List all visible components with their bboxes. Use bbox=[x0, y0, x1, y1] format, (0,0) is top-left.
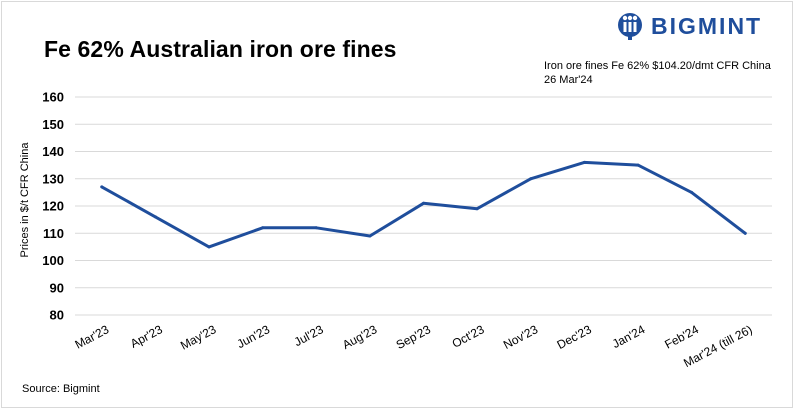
x-tick-label: Jun'23 bbox=[235, 322, 273, 351]
x-tick-label: Dec'23 bbox=[555, 322, 595, 352]
y-tick-label: 100 bbox=[42, 253, 64, 268]
x-tick-label: Feb'24 bbox=[662, 322, 701, 352]
y-tick-label: 80 bbox=[50, 308, 64, 323]
data-point bbox=[368, 234, 372, 238]
x-tick-label: Sep'23 bbox=[394, 322, 434, 352]
x-tick-label: Oct'23 bbox=[450, 322, 487, 351]
data-point bbox=[422, 201, 425, 205]
y-tick-label: 90 bbox=[50, 280, 64, 295]
y-tick-label: 120 bbox=[42, 199, 64, 214]
brand-logo[interactable]: BIGMINT bbox=[617, 9, 762, 43]
x-tick-label: Jan'24 bbox=[610, 322, 648, 351]
chart-title: Fe 62% Australian iron ore fines bbox=[44, 36, 397, 62]
y-tick-label: 110 bbox=[43, 226, 64, 241]
gridlines bbox=[75, 96, 772, 316]
data-point bbox=[207, 245, 211, 249]
data-point bbox=[582, 160, 586, 164]
x-tick-label: Mar'23 bbox=[73, 322, 112, 352]
source-note: Source: Bigmint bbox=[22, 383, 100, 395]
data-point bbox=[475, 207, 479, 211]
data-point bbox=[314, 226, 318, 230]
x-axis-ticks: Mar'23 Apr'23 May'23 Jun'23 Jul'23 Aug'23 Sep'… bbox=[73, 322, 755, 370]
y-tick-label: 130 bbox=[42, 171, 64, 186]
y-axis-ticks: 80 90 100 110 120 130 140 150 160 bbox=[42, 90, 64, 323]
x-tick-label: Aug'23 bbox=[340, 322, 380, 352]
price-note: Iron ore fines Fe 62% $104.20/dmt CFR Ch… bbox=[544, 60, 771, 86]
data-point bbox=[261, 226, 265, 230]
series-group bbox=[100, 160, 747, 249]
data-point bbox=[100, 185, 104, 189]
x-tick-label: Jul'23 bbox=[292, 322, 326, 349]
data-point bbox=[690, 190, 694, 194]
brand-name: BIGMINT bbox=[651, 12, 763, 39]
data-point bbox=[743, 231, 747, 235]
data-point bbox=[153, 215, 157, 219]
y-axis-label: Prices in $/t CFR China bbox=[19, 142, 31, 258]
x-tick-label: Nov'23 bbox=[501, 322, 541, 352]
y-tick-label: 140 bbox=[42, 144, 64, 159]
data-point bbox=[529, 177, 533, 181]
x-tick-label: May'23 bbox=[178, 322, 219, 352]
y-tick-label: 160 bbox=[42, 90, 64, 105]
data-point bbox=[636, 163, 640, 167]
bigmint-logo-icon bbox=[618, 13, 642, 40]
y-tick-label: 150 bbox=[42, 117, 64, 132]
x-tick-label: Apr'23 bbox=[128, 322, 165, 351]
